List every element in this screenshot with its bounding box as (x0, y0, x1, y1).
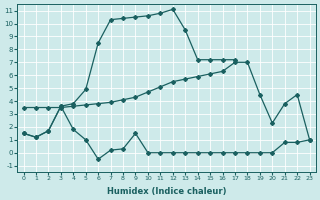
X-axis label: Humidex (Indice chaleur): Humidex (Indice chaleur) (107, 187, 226, 196)
